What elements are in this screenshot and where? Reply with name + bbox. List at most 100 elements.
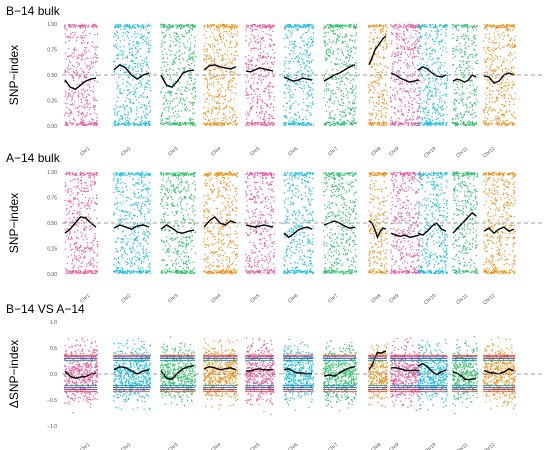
snp-point bbox=[330, 25, 332, 27]
snp-point bbox=[395, 34, 397, 36]
snp-point bbox=[162, 54, 164, 56]
snp-point bbox=[177, 33, 179, 36]
snp-point bbox=[491, 64, 493, 66]
snp-point bbox=[179, 81, 181, 84]
snp-point bbox=[432, 119, 434, 121]
snp-point bbox=[303, 87, 305, 89]
snp-point bbox=[72, 77, 75, 80]
snp-point bbox=[497, 112, 500, 114]
snp-point bbox=[251, 34, 253, 36]
snp-point bbox=[399, 99, 401, 101]
snp-point bbox=[213, 36, 215, 38]
snp-point bbox=[436, 26, 438, 28]
snp-point bbox=[123, 123, 125, 125]
snp-point bbox=[133, 91, 135, 93]
snp-point bbox=[392, 89, 394, 91]
snp-point bbox=[390, 24, 392, 26]
snp-point bbox=[263, 51, 265, 53]
snp-point bbox=[504, 85, 507, 87]
snp-point bbox=[343, 25, 345, 27]
snp-point bbox=[293, 82, 295, 84]
snp-point bbox=[181, 123, 183, 125]
snp-point bbox=[452, 48, 454, 50]
snp-point bbox=[181, 67, 184, 69]
snp-point bbox=[258, 60, 260, 62]
snp-point bbox=[306, 124, 308, 126]
snp-point bbox=[81, 37, 83, 39]
snp-point bbox=[91, 123, 94, 125]
snp-point bbox=[117, 86, 119, 88]
snp-point bbox=[391, 40, 393, 42]
snp-point bbox=[264, 75, 266, 78]
snp-point bbox=[424, 26, 426, 28]
snp-point bbox=[423, 108, 425, 111]
snp-point bbox=[398, 83, 400, 85]
snp-point bbox=[137, 49, 139, 51]
snp-point bbox=[232, 60, 234, 62]
snp-point bbox=[256, 25, 258, 27]
snp-point bbox=[139, 79, 141, 81]
snp-point bbox=[497, 67, 499, 69]
snp-point bbox=[374, 53, 376, 55]
snp-point bbox=[261, 63, 263, 65]
snp-point bbox=[456, 86, 458, 88]
snp-point bbox=[385, 33, 387, 35]
snp-point bbox=[337, 88, 339, 91]
snp-point bbox=[405, 27, 407, 29]
snp-point bbox=[73, 91, 75, 93]
snp-point bbox=[75, 73, 77, 75]
snp-point bbox=[71, 53, 73, 55]
snp-point bbox=[229, 66, 231, 68]
snp-point bbox=[215, 78, 217, 80]
snp-point bbox=[189, 83, 191, 85]
snp-point bbox=[286, 37, 288, 39]
snp-point bbox=[147, 80, 149, 82]
snp-point bbox=[436, 31, 438, 33]
snp-point bbox=[113, 61, 115, 63]
snp-point bbox=[495, 100, 497, 102]
snp-point bbox=[326, 82, 328, 84]
snp-point bbox=[172, 82, 174, 84]
snp-point bbox=[285, 123, 287, 125]
snp-point bbox=[297, 111, 299, 113]
snp-point bbox=[194, 26, 197, 28]
snp-point bbox=[349, 113, 351, 115]
snp-point bbox=[354, 122, 356, 124]
snp-point bbox=[399, 71, 401, 73]
snp-point bbox=[416, 30, 418, 32]
snp-point bbox=[342, 76, 344, 78]
snp-point bbox=[456, 80, 458, 82]
snp-point bbox=[399, 23, 401, 25]
snp-point bbox=[344, 112, 346, 114]
snp-point bbox=[403, 35, 405, 37]
chromosome-11-group bbox=[452, 23, 479, 127]
snp-point bbox=[424, 88, 426, 90]
snp-point bbox=[160, 120, 162, 122]
snp-point bbox=[439, 84, 441, 86]
snp-point bbox=[67, 92, 69, 94]
snp-point bbox=[168, 69, 170, 71]
snp-point bbox=[235, 83, 237, 85]
snp-point bbox=[87, 26, 89, 28]
snp-point bbox=[71, 103, 73, 105]
snp-point bbox=[228, 88, 230, 91]
snp-point bbox=[135, 95, 137, 97]
snp-point bbox=[82, 54, 84, 56]
snp-point bbox=[311, 101, 314, 103]
snp-point bbox=[203, 28, 205, 30]
snp-point bbox=[160, 123, 162, 125]
snp-point bbox=[114, 65, 117, 67]
snp-point bbox=[292, 120, 294, 122]
snp-point bbox=[254, 36, 256, 38]
snp-point bbox=[71, 112, 73, 114]
snp-point bbox=[391, 33, 393, 36]
snp-point bbox=[493, 71, 495, 73]
snp-point bbox=[290, 60, 292, 62]
snp-point bbox=[219, 109, 221, 111]
snp-point bbox=[354, 108, 356, 110]
snp-point bbox=[264, 122, 266, 125]
snp-point bbox=[394, 25, 397, 27]
snp-point bbox=[425, 108, 427, 110]
y-tick-label: 0.50 bbox=[47, 73, 57, 79]
